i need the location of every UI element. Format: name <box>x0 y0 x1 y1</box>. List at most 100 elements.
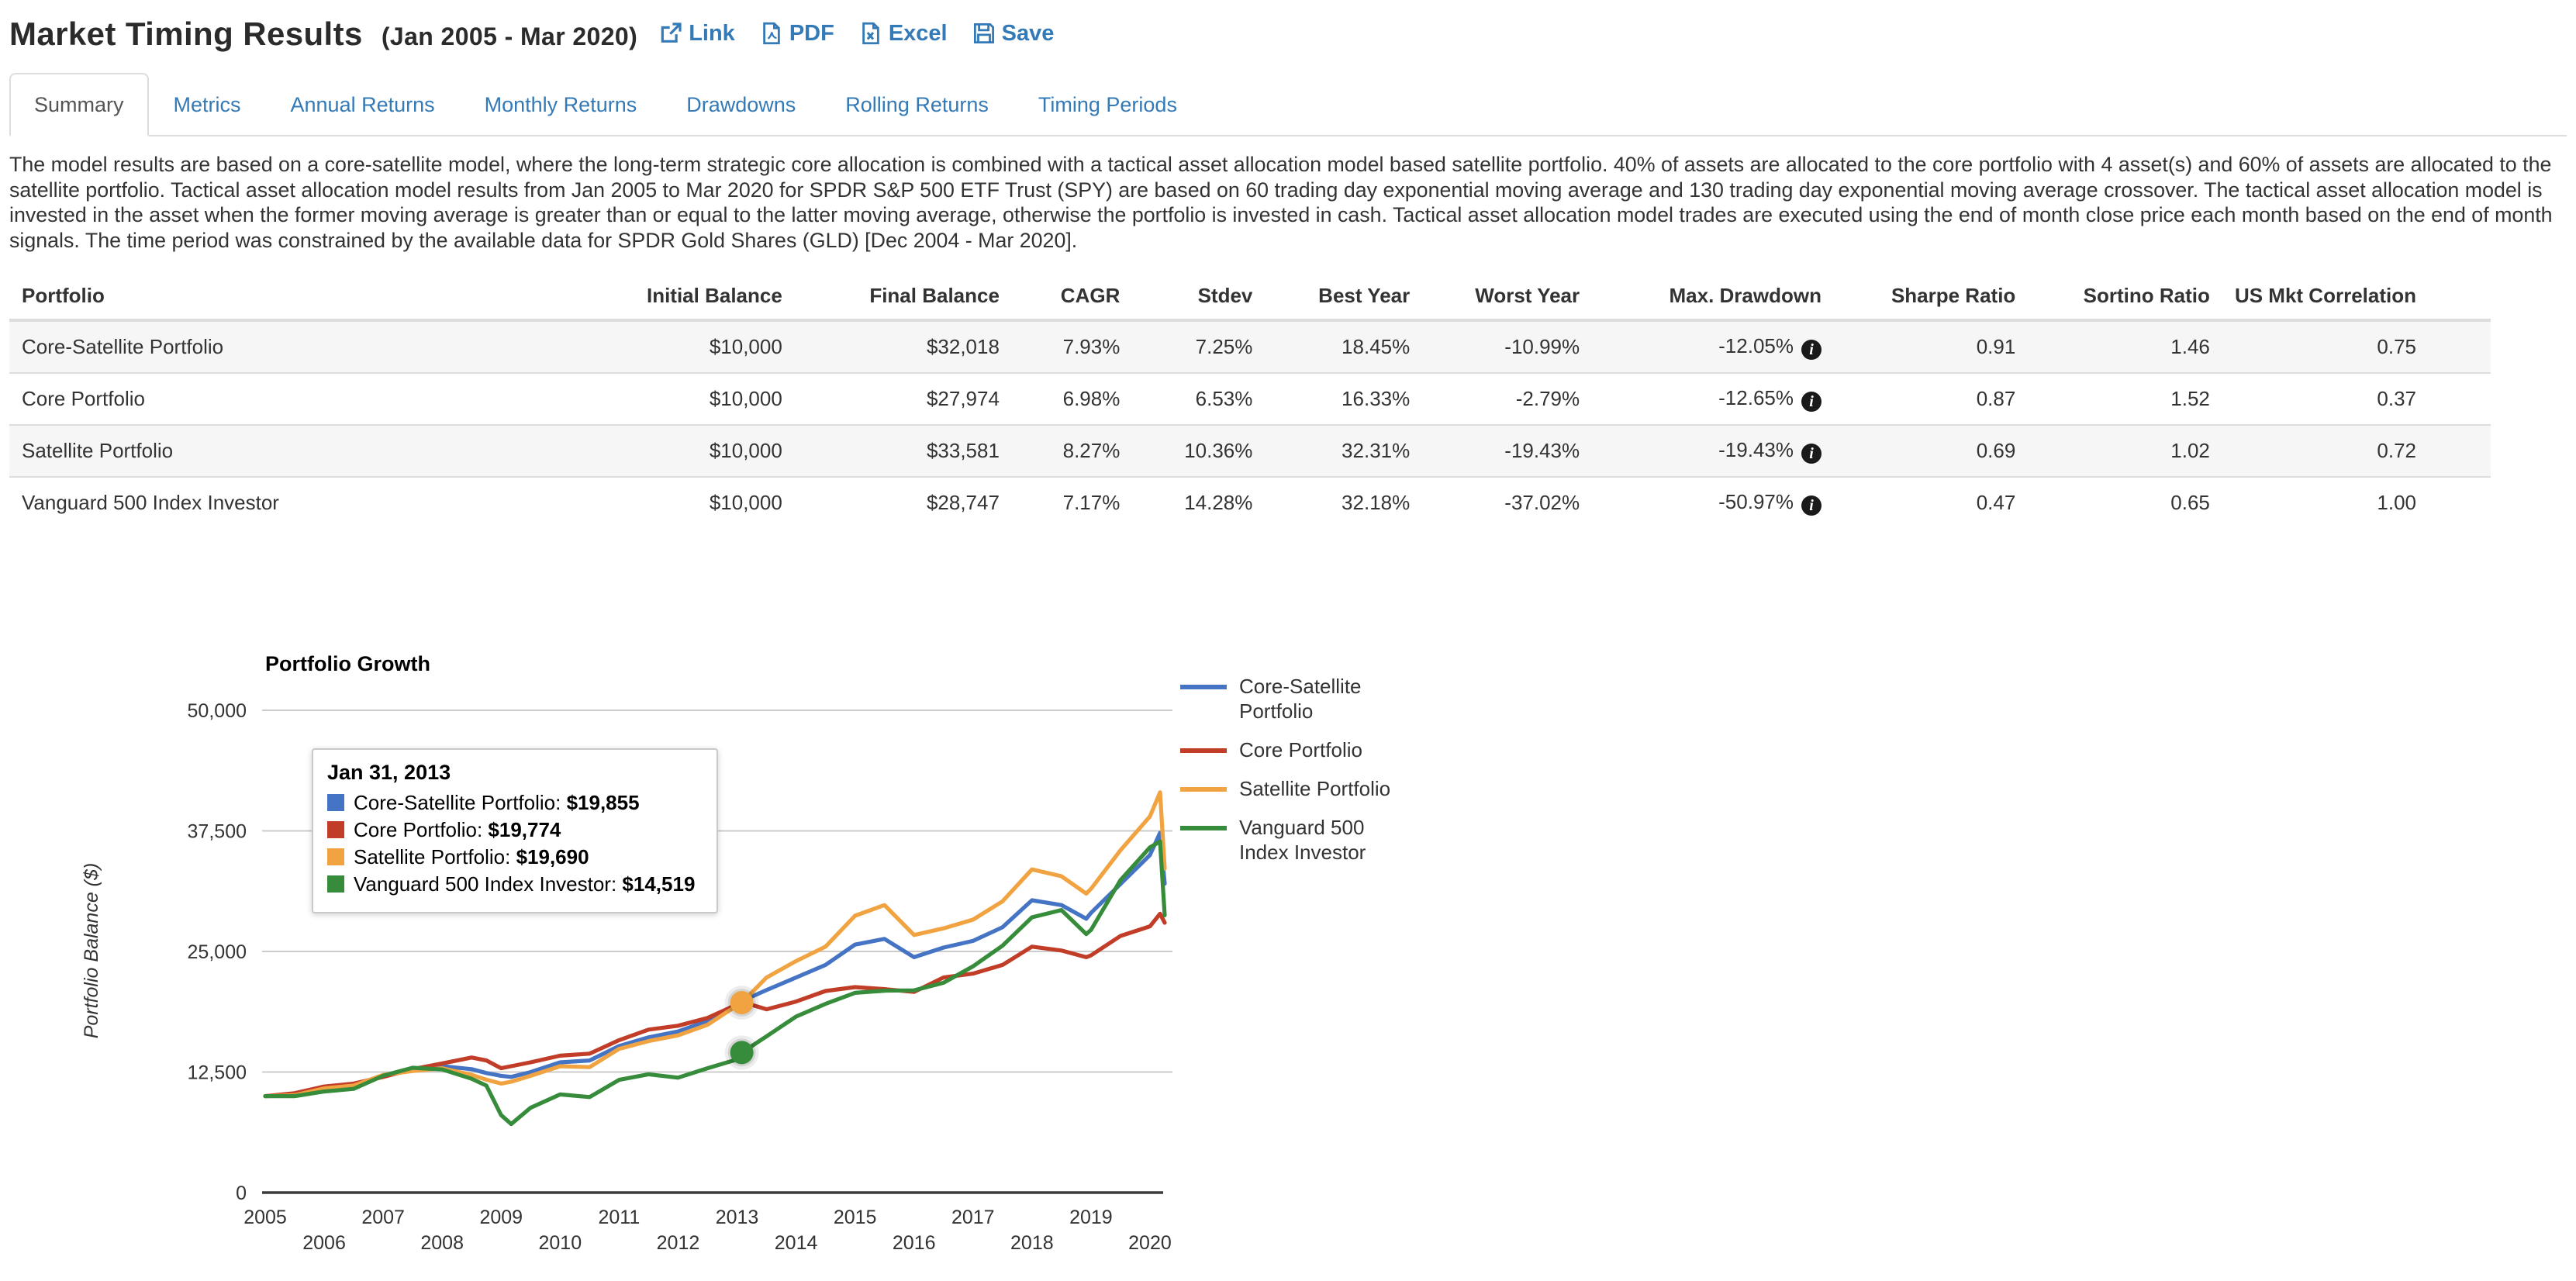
tooltip-series-value: $19,690 <box>516 845 589 869</box>
x-tick-label: 2013 <box>716 1207 759 1228</box>
tooltip-series-swatch <box>327 821 344 839</box>
external-link-icon <box>659 22 682 45</box>
cell-worst-year: -10.99% <box>1422 319 1593 374</box>
tab-summary[interactable]: Summary <box>9 72 149 136</box>
cell-sharpe-ratio: 0.47 <box>1833 476 2029 529</box>
y-tick-label: 0 <box>236 1183 247 1204</box>
legend-line-swatch <box>1180 748 1227 754</box>
cell-best-year: 16.33% <box>1265 372 1423 426</box>
series-line-core-portfolio[interactable] <box>263 912 1167 1099</box>
legend-line-swatch <box>1180 685 1227 690</box>
chart-tooltip: Jan 31, 2013 Core-Satellite Portfolio: $… <box>312 748 718 914</box>
cell-final-balance: $33,581 <box>794 424 1012 478</box>
series-point-marker[interactable] <box>730 1041 754 1065</box>
table-row: Vanguard 500 Index Investor $10,000 $28,74… <box>9 476 2491 529</box>
tab-drawdowns[interactable]: Drawdowns <box>686 92 796 116</box>
chart-legend: Core-Satellite Portfolio Core Portfolio Sa… <box>1180 674 1413 879</box>
results-table-header-row: Portfolio Initial Balance Final Balance CAG… <box>9 273 2491 323</box>
x-tick-label: 2014 <box>775 1232 818 1254</box>
legend-item-satellite-portfolio[interactable]: Satellite Portfolio <box>1180 776 1413 801</box>
tooltip-series-swatch <box>327 794 344 812</box>
drawdown-info-icon[interactable]: i <box>1801 495 1822 516</box>
column-header-cagr: CAGR <box>1011 273 1133 323</box>
x-tick-label: 2020 <box>1128 1232 1172 1254</box>
link-action-link[interactable]: Link <box>659 21 735 47</box>
save-action-link[interactable]: Save <box>972 21 1054 47</box>
y-tick-label: 50,000 <box>188 700 247 722</box>
legend-item-core-satellite-portfolio[interactable]: Core-Satellite Portfolio <box>1180 674 1413 723</box>
cell-initial-balance: $10,000 <box>543 372 795 426</box>
drawdown-info-icon[interactable]: i <box>1801 340 1822 361</box>
cell-best-year: 32.31% <box>1265 424 1423 478</box>
tab-metrics[interactable]: Metrics <box>173 92 241 116</box>
tab-timing-periods[interactable]: Timing Periods <box>1038 92 1177 116</box>
tab-annual-returns[interactable]: Annual Returns <box>290 92 435 116</box>
save-icon <box>972 22 996 45</box>
x-tick-label: 2010 <box>539 1232 582 1254</box>
pdf-action-label: PDF <box>789 20 834 46</box>
cell-initial-balance: $10,000 <box>543 319 795 374</box>
x-tick-label: 2018 <box>1010 1232 1054 1254</box>
tab-monthly-returns[interactable]: Monthly Returns <box>484 92 637 116</box>
column-header-sortino-ratio: Sortino Ratio <box>2028 273 2222 323</box>
series-point-marker[interactable] <box>730 991 754 1015</box>
cell-cagr: 7.17% <box>1011 476 1133 529</box>
x-tick-label: 2009 <box>479 1207 523 1228</box>
tooltip-series-label: Core-Satellite Portfolio: <box>354 791 567 815</box>
tooltip-date: Jan 31, 2013 <box>327 761 451 785</box>
excel-file-icon <box>859 22 882 45</box>
page-title-period: (Jan 2005 - Mar 2020) <box>381 22 638 50</box>
column-header-max-drawdown: Max. Drawdown <box>1592 273 1834 323</box>
x-tick-label: 2016 <box>893 1232 936 1254</box>
cell-stdev: 6.53% <box>1132 372 1266 426</box>
results-table: Portfolio Initial Balance Final Balance CAG… <box>9 273 2491 529</box>
tab-rolling-returns[interactable]: Rolling Returns <box>845 92 989 116</box>
cell-max-drawdown: -19.43% i <box>1592 424 1834 478</box>
cell-stdev: 7.25% <box>1132 319 1266 374</box>
cell-sharpe-ratio: 0.91 <box>1833 319 2029 374</box>
y-tick-label: 25,000 <box>188 941 247 963</box>
y-tick-label: 37,500 <box>188 821 247 843</box>
cell-worst-year: -37.02% <box>1422 476 1593 529</box>
drawdown-info-icon[interactable]: i <box>1801 444 1822 464</box>
cell-max-drawdown: -12.05% i <box>1592 319 1834 374</box>
legend-label: Core-Satellite Portfolio <box>1239 675 1362 723</box>
excel-action-label: Excel <box>888 20 948 46</box>
chart-plot-area[interactable]: 0 12,500 25,000 37,500 50,000 2005 2006 2007 200… <box>9 682 1203 1259</box>
legend-line-swatch <box>1180 787 1227 792</box>
x-tick-label: 2017 <box>951 1207 995 1228</box>
drawdown-info-icon[interactable]: i <box>1801 392 1822 413</box>
column-header-final-balance: Final Balance <box>794 273 1012 323</box>
tooltip-series-value: $19,774 <box>488 818 561 842</box>
excel-action-link[interactable]: Excel <box>859 21 948 47</box>
cell-worst-year: -19.43% <box>1422 424 1593 478</box>
table-row: Satellite Portfolio $10,000 $33,581 8.27% 10… <box>9 424 2491 478</box>
tooltip-series-label: Core Portfolio: <box>354 818 489 842</box>
tooltip-series-swatch <box>327 848 344 866</box>
link-action-label: Link <box>689 20 735 46</box>
cell-sharpe-ratio: 0.69 <box>1833 424 2029 478</box>
legend-item-vanguard-500-index-investor[interactable]: Vanguard 500 Index Investor <box>1180 815 1413 865</box>
tooltip-row: Satellite Portfolio: $19,690 <box>327 844 699 871</box>
cell-sharpe-ratio: 0.87 <box>1833 372 2029 426</box>
legend-item-core-portfolio[interactable]: Core Portfolio <box>1180 737 1413 762</box>
cell-initial-balance: $10,000 <box>543 476 795 529</box>
cell-cagr: 6.98% <box>1011 372 1133 426</box>
tooltip-series-value: $14,519 <box>622 872 696 896</box>
cell-stdev: 10.36% <box>1132 424 1266 478</box>
page-header: Market Timing Results (Jan 2005 - Mar 20… <box>9 16 2567 53</box>
x-tick-label: 2007 <box>361 1207 405 1228</box>
tooltip-row: Core Portfolio: $19,774 <box>327 817 699 844</box>
pdf-action-link[interactable]: PDF <box>760 21 834 47</box>
x-tick-label: 2012 <box>657 1232 700 1254</box>
column-header-sharpe-ratio: Sharpe Ratio <box>1833 273 2029 323</box>
cell-portfolio: Satellite Portfolio <box>9 424 544 478</box>
portfolio-growth-chart: Portfolio Growth 0 12,500 25,000 37,500 50,0… <box>9 652 2567 1272</box>
page-title: Market Timing Results (Jan 2005 - Mar 20… <box>9 16 637 53</box>
table-row: Core Portfolio $10,000 $27,974 6.98% 6.53% 16… <box>9 372 2491 426</box>
cell-worst-year: -2.79% <box>1422 372 1593 426</box>
x-tick-label: 2005 <box>243 1207 287 1228</box>
x-tick-label: 2006 <box>302 1232 346 1254</box>
tooltip-series-value: $19,855 <box>566 791 640 815</box>
cell-best-year: 18.45% <box>1265 319 1423 374</box>
